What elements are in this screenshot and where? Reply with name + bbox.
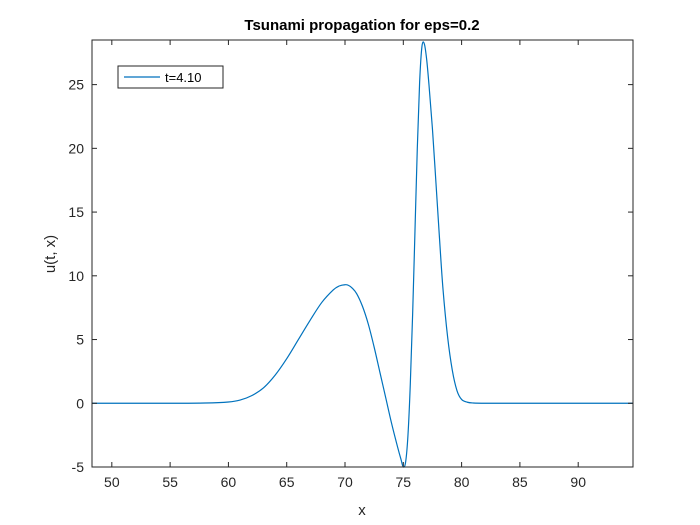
x-tick-label: 70 [337,474,353,490]
x-tick-label: 75 [396,474,412,490]
y-tick-label: 20 [68,140,84,156]
x-tick-label: 50 [104,474,120,490]
legend-box [117,65,224,89]
y-tick-label: 25 [68,77,84,93]
x-tick-label: 85 [512,474,528,490]
y-axis-label: u(t, x) [42,235,59,273]
series-layer [91,41,633,468]
y-tick-label: 15 [68,204,84,220]
y-tick-label: 10 [68,268,84,284]
x-tick-label: 60 [221,474,237,490]
plot-area [92,40,633,467]
plot-frame [91,39,634,468]
x-tick-label: 65 [279,474,295,490]
chart-title: Tsunami propagation for eps=0.2 [244,17,479,34]
y-tick-label: -5 [72,459,85,475]
x-tick-label: 55 [162,474,178,490]
x-tick-label: 80 [454,474,470,490]
y-tick-label: 0 [76,395,84,411]
legend-series-label: t=4.10 [165,70,202,85]
ticks-layer: 50 55 60 65 70 75 80 85 90 -5 0 5 10 15 20 25 [68,40,633,490]
y-tick-label: 5 [76,332,84,348]
legend: t=4.10 [117,65,224,89]
x-tick-label: 90 [570,474,586,490]
x-axis-label: x [358,502,366,519]
series-line [91,41,633,468]
